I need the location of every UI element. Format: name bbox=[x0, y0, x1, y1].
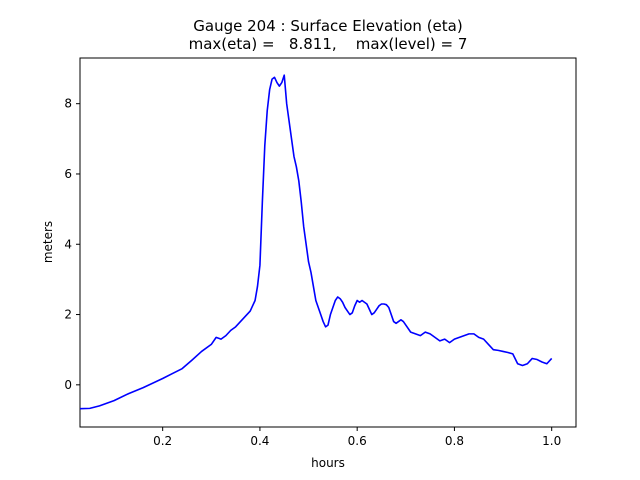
x-tick-label: 0.4 bbox=[250, 434, 269, 448]
y-tick-label: 6 bbox=[64, 167, 72, 181]
y-tick-label: 0 bbox=[64, 378, 72, 392]
series-line bbox=[79, 74, 553, 410]
axes-frame bbox=[79, 57, 577, 428]
x-tick-label: 0.2 bbox=[153, 434, 172, 448]
y-axis-label: meters bbox=[41, 221, 55, 263]
y-tick-label: 8 bbox=[64, 97, 72, 111]
chart-subtitle: max(eta) = 8.811, max(level) = 7 bbox=[189, 35, 468, 53]
chart-title: Gauge 204 : Surface Elevation (eta) bbox=[193, 17, 462, 35]
y-tick-label: 4 bbox=[64, 237, 72, 251]
x-tick-label: 1.0 bbox=[542, 434, 561, 448]
plot-area: 0.2 0.4 0.6 0.8 1.0 0 2 4 6 8 bbox=[64, 57, 577, 448]
y-tick-label: 2 bbox=[64, 308, 72, 322]
x-tick-label: 0.8 bbox=[445, 434, 464, 448]
x-axis-label: hours bbox=[311, 456, 345, 470]
x-tick-label: 0.6 bbox=[348, 434, 367, 448]
y-axis-ticks: 0 2 4 6 8 bbox=[64, 97, 80, 392]
x-axis-ticks: 0.2 0.4 0.6 0.8 1.0 bbox=[153, 427, 561, 448]
